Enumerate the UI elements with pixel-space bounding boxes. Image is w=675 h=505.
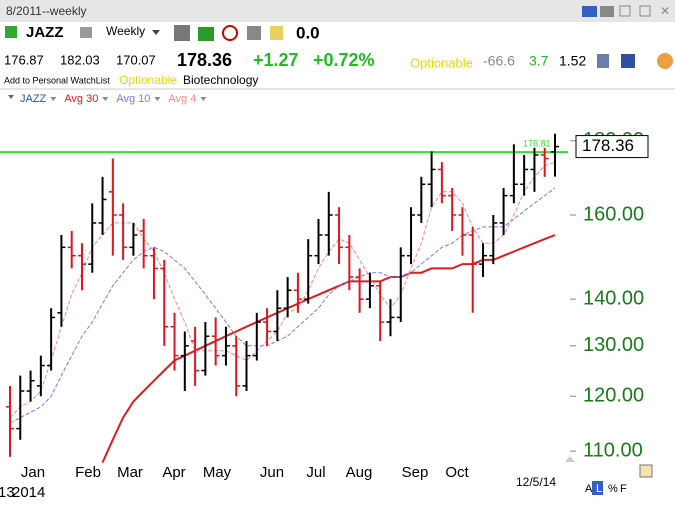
close-button[interactable]: ✕	[660, 4, 670, 18]
y-tick-label: 140.00	[583, 287, 644, 309]
t-button[interactable]	[600, 6, 614, 17]
x-tick-label: Jul	[306, 464, 325, 481]
stat-2: 3.7	[529, 53, 549, 69]
symbol: JAZZ	[26, 24, 64, 41]
moving-average-line	[101, 234, 556, 464]
legend-dropdown[interactable]	[200, 97, 207, 101]
optionable: Optionable	[410, 55, 473, 70]
quote-last: 178.36	[177, 50, 232, 70]
x-tick-label: Feb	[75, 464, 101, 481]
quote-open: 176.87	[4, 52, 44, 67]
x-tick-label: Sep	[402, 464, 429, 481]
stat-1: -66.6	[483, 53, 515, 69]
note-icon[interactable]	[270, 26, 283, 40]
save-icon[interactable]	[621, 54, 635, 68]
legend-entry: Avg 10	[116, 93, 150, 105]
flag[interactable]: A	[585, 483, 593, 495]
stack-icon[interactable]	[597, 54, 609, 68]
y-tick-label: 120.00	[583, 385, 644, 407]
stat-3: 1.52	[559, 53, 586, 69]
price-box	[575, 135, 649, 159]
x-tick-label: Aug	[346, 464, 373, 481]
quote-change-pct: +0.72%	[313, 50, 375, 70]
year-label: 2014	[12, 484, 45, 501]
s-button[interactable]	[582, 6, 597, 17]
clock-icon[interactable]	[222, 25, 238, 41]
quote-high: 182.03	[60, 52, 100, 67]
flag[interactable]: F	[620, 483, 627, 495]
year-label: 13	[0, 484, 15, 501]
y-tick-label: 160.00	[583, 203, 644, 225]
title-bar	[0, 0, 675, 22]
x-tick-label: Jan	[21, 464, 45, 481]
x-tick-label: Apr	[162, 464, 185, 481]
legend-dropdown[interactable]	[154, 97, 161, 101]
flag[interactable]: %	[608, 483, 618, 495]
legend-icon	[8, 95, 14, 99]
zero-value: 0.0	[296, 23, 320, 42]
bars-icon[interactable]	[198, 27, 214, 41]
legend-entry: JAZZ	[20, 93, 47, 105]
grid-icon[interactable]	[247, 26, 261, 40]
flag-highlight	[592, 481, 603, 495]
scroll-arrow	[565, 456, 575, 462]
y-tick-label: 130.00	[583, 334, 644, 356]
pencil-icon[interactable]	[639, 464, 653, 478]
industry: Biotechnology	[183, 73, 258, 87]
legend-entry: Avg 4	[168, 93, 196, 105]
price-box-label: 178.36	[582, 136, 634, 155]
period[interactable]: Weekly	[106, 24, 145, 38]
x-tick-label: Oct	[445, 464, 469, 481]
palette-icon[interactable]	[657, 53, 673, 69]
symbol-icon[interactable]	[80, 27, 92, 38]
y-tick-label: 110.00	[583, 439, 643, 461]
horizontal-line-label: 176.81	[523, 138, 551, 148]
moving-average-line	[9, 187, 556, 424]
x-tick-label: May	[203, 464, 232, 481]
legend-dropdown[interactable]	[50, 97, 57, 101]
date-label: 12/5/14	[516, 475, 556, 489]
optionable-2: Optionable	[119, 73, 177, 87]
flag[interactable]: L	[596, 483, 602, 495]
plot-area: 110.00120.00130.00140.00160.00180.00176.…	[0, 93, 649, 501]
watchlist-link[interactable]: Add to Personal WatchList	[4, 75, 110, 85]
quote-low: 170.07	[116, 52, 156, 67]
dropdown-arrow[interactable]	[152, 30, 160, 35]
x-tick-label: Jun	[260, 464, 284, 481]
restore-button[interactable]	[619, 5, 631, 17]
legend-entry: Avg 30	[64, 93, 98, 105]
legend-dropdown[interactable]	[102, 97, 109, 101]
moving-average-line	[9, 161, 556, 418]
x-tick-label: Mar	[117, 464, 143, 481]
quote-change: +1.27	[253, 50, 299, 70]
window-title: 8/2011--weekly	[6, 4, 86, 18]
tools-icon[interactable]	[174, 25, 190, 41]
max-button[interactable]	[639, 5, 651, 17]
add-icon[interactable]	[5, 26, 17, 38]
